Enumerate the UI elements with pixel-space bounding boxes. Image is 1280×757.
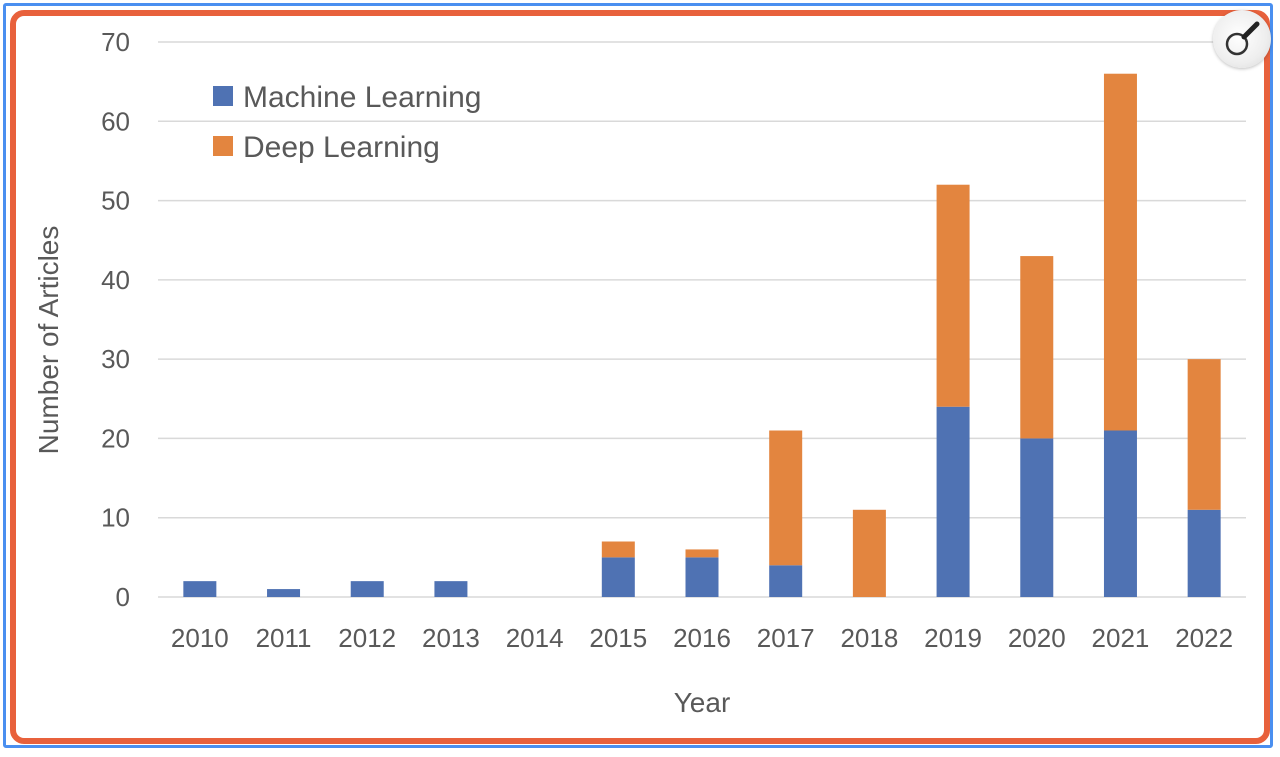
bar-machine-learning-2022 <box>1187 509 1221 597</box>
bar-machine-learning-2015 <box>601 557 635 597</box>
x-tick-labels: 2010 2011 2012 2013 2014 2015 2016 2017 2018 2019… <box>171 623 1233 653</box>
bar-machine-learning-2011 <box>267 589 301 597</box>
x-tick-label: 2010 <box>171 623 229 653</box>
bar-machine-learning-2021 <box>1103 430 1137 597</box>
x-tick-label: 2012 <box>338 623 396 653</box>
y-tick-labels: 0 10 20 30 40 50 60 70 <box>101 27 130 612</box>
y-tick-label: 50 <box>101 186 130 216</box>
gridlines <box>158 41 1246 598</box>
bar-deep-learning-2022 <box>1187 359 1221 510</box>
y-axis-title: Number of Articles <box>33 226 64 455</box>
bar-deep-learning-2018 <box>852 509 886 597</box>
legend-label: Deep Learning <box>243 131 440 164</box>
x-tick-label: 2022 <box>1175 623 1233 653</box>
x-tick-label: 2021 <box>1092 623 1150 653</box>
bar-machine-learning-2019 <box>936 406 970 597</box>
bars <box>183 73 1221 597</box>
bar-machine-learning-2017 <box>769 565 803 597</box>
bar-deep-learning-2019 <box>936 184 970 407</box>
x-tick-label: 2019 <box>924 623 982 653</box>
x-tick-label: 2018 <box>840 623 898 653</box>
bar-machine-learning-2020 <box>1020 438 1054 597</box>
magnifier-icon <box>1225 21 1260 56</box>
x-tick-label: 2015 <box>589 623 647 653</box>
legend-label: Machine Learning <box>243 81 482 114</box>
y-tick-label: 10 <box>101 503 130 533</box>
chart-frame <box>10 10 1270 744</box>
x-tick-label: 2011 <box>256 623 312 653</box>
bar-machine-learning-2012 <box>350 581 384 597</box>
legend-swatch <box>213 86 233 106</box>
bar-deep-learning-2017 <box>769 430 803 566</box>
x-tick-label: 2013 <box>422 623 480 653</box>
bar-deep-learning-2015 <box>601 541 635 558</box>
y-tick-label: 70 <box>101 27 130 57</box>
x-tick-label: 2017 <box>757 623 815 653</box>
y-tick-label: 40 <box>101 265 130 295</box>
y-tick-label: 30 <box>101 344 130 374</box>
x-tick-label: 2020 <box>1008 623 1066 653</box>
zoom-button[interactable] <box>1213 10 1271 68</box>
bar-machine-learning-2013 <box>434 581 468 597</box>
x-axis-title: Year <box>674 687 731 718</box>
bar-deep-learning-2020 <box>1020 256 1054 439</box>
bar-machine-learning-2016 <box>685 557 719 597</box>
x-tick-label: 2016 <box>673 623 731 653</box>
y-tick-label: 60 <box>101 106 130 136</box>
bar-machine-learning-2010 <box>183 581 217 597</box>
bar-deep-learning-2016 <box>685 549 719 558</box>
x-tick-label: 2014 <box>506 623 564 653</box>
legend: Machine Learning Deep Learning <box>213 81 482 164</box>
y-tick-label: 0 <box>116 582 130 612</box>
y-tick-label: 20 <box>101 423 130 453</box>
bar-deep-learning-2021 <box>1103 73 1137 431</box>
legend-swatch <box>213 136 233 156</box>
